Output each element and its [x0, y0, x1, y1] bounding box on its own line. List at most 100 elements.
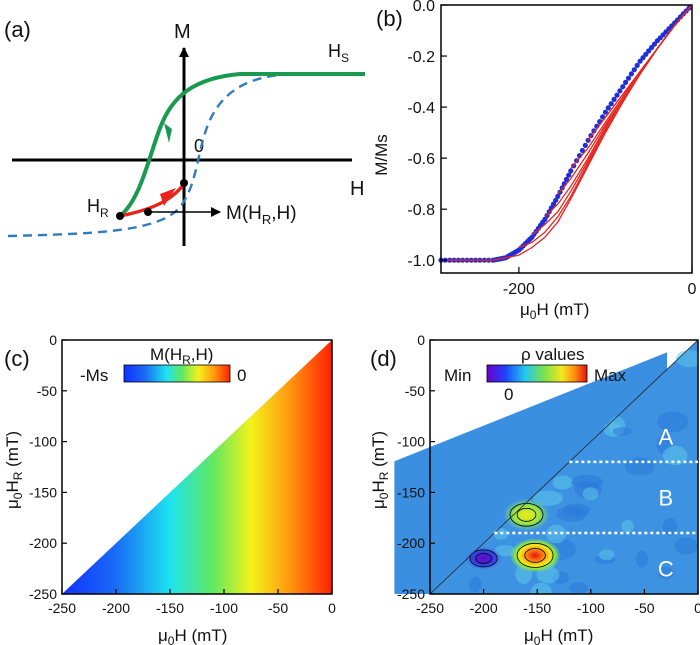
panel-d-texture-patch [662, 445, 688, 466]
panel-d-ytick-label: -150 [397, 484, 425, 500]
panel-b-xtick-label: 0 [688, 281, 697, 298]
panel-b-data-point [582, 142, 588, 148]
panel-b-ytick-label: -0.4 [407, 100, 435, 117]
panel-b-xtick-label: -200 [503, 281, 535, 298]
panel-b-data-point [608, 101, 614, 107]
panel-b-data-point [651, 41, 658, 47]
panel-d-ytick-label: -100 [397, 434, 425, 450]
panel-d-contour [509, 502, 544, 527]
panel-b-data-point [620, 84, 626, 90]
panel-b: (b) -200 0 -1.0 -0.8 -0.6 -0.4 -0.2 0.0 μ0H (mT… [372, 0, 697, 322]
panel-a-green-arrowhead [164, 123, 172, 143]
panel-c-xtick-label: -50 [268, 600, 288, 616]
panel-d-texture-patch [469, 576, 482, 593]
panel-d-ytick-label: -200 [397, 535, 425, 551]
panel-d-ytick-label: 0 [417, 332, 425, 348]
panel-d-texture-patch [530, 582, 552, 594]
panel-d-texture [469, 350, 698, 594]
panel-b-data-point [646, 48, 652, 54]
panel-b-data-point [600, 114, 606, 120]
panel-b-ticks: -200 0 -1.0 -0.8 -0.6 -0.4 -0.2 0.0 [407, 0, 696, 298]
panel-c-ytick-label: -200 [29, 535, 57, 551]
panel-d-colorbar-title: ρ values [521, 345, 585, 364]
panel-c-ytick-label: -250 [29, 586, 57, 602]
panel-b-data-point [643, 51, 649, 57]
panel-d-letter: (d) [370, 346, 397, 371]
panel-b-ytick-label: -0.6 [407, 151, 435, 168]
panel-a-hr-label: HR [87, 196, 109, 220]
panel-c-colorbar-max: 0 [237, 366, 246, 385]
panel-a-origin-label: 0 [194, 136, 204, 156]
panel-d-region-label: A [658, 425, 673, 450]
panel-a-hr-point [116, 212, 124, 220]
panel-d-colorbar-zero: 0 [504, 385, 513, 404]
panel-a-dashed-branch [7, 72, 365, 238]
panel-d-xtick-label: -250 [416, 600, 444, 616]
panel-d-region-label: B [658, 485, 673, 510]
panel-d-ylabel: μ0HR (mT) [369, 431, 391, 509]
panel-d-texture-patch [662, 517, 678, 536]
panel-b-data-point [550, 201, 557, 207]
panel-b-data-point [563, 176, 570, 182]
panel-d-texture-patch [674, 537, 698, 555]
panel-c-xtick-label: -200 [102, 600, 130, 616]
panel-d-texture-patch [569, 582, 589, 594]
panel-c-frame [61, 339, 333, 595]
panel-a-m-label: M [174, 21, 191, 43]
panel-d-frame [429, 339, 699, 595]
panel-a-letter: (a) [4, 17, 31, 42]
panel-d-texture-patch [657, 411, 689, 432]
panel-c: (c) -250 -200 -150 -100 -50 0 -250 -200 -150 -100… [3, 332, 336, 645]
panel-d-colorbar-min: Min [444, 366, 471, 385]
panel-b-data-point [625, 75, 632, 81]
panel-d-ytick-label: -50 [405, 383, 425, 399]
panel-a-green-branch [118, 72, 365, 218]
panel-b-data-point [628, 71, 635, 77]
panel-d-texture-patch [612, 427, 632, 437]
panel-b-ytick-label: -1.0 [407, 253, 435, 270]
panel-b-data-point [631, 67, 637, 73]
panel-a: (a) M H 0 HS HR M(HR,H) [4, 17, 365, 246]
panel-c-xtick-label: -150 [156, 600, 184, 616]
panel-b-data-point [611, 96, 617, 102]
panel-b-data-point [555, 193, 561, 199]
panel-c-ytick-label: -100 [29, 434, 57, 450]
panel-d-texture-patch [621, 519, 634, 533]
panel-a-hs-label: HS [328, 41, 349, 65]
panel-c-ytick-label: 0 [49, 332, 57, 348]
panel-b-data-point [623, 79, 629, 85]
panel-d-texture-patch [555, 506, 588, 522]
panel-d-xtick-label: -50 [634, 600, 654, 616]
panel-a-forc-label: M(HR,H) [226, 203, 297, 227]
panel-a-h-label: H [350, 178, 364, 200]
panel-d-ytick-label: -250 [397, 586, 425, 602]
panel-b-data-point [553, 197, 559, 203]
panel-b-plot [438, 4, 693, 263]
panel-d-xtick-label: -100 [577, 600, 605, 616]
panel-b-data-point [602, 109, 609, 115]
panel-b-data-point [614, 92, 620, 98]
panel-b-data-point [566, 172, 572, 178]
panel-b-ytick-label: -0.2 [407, 49, 435, 66]
panel-b-ytick-label: 0.0 [413, 0, 435, 15]
panel-d-regions: A B C [494, 425, 698, 582]
panel-c-ticks: -250 -200 -150 -100 -50 0 -250 -200 -150 -100 -50 0 [29, 332, 336, 616]
panel-d-contour [516, 542, 554, 568]
panel-b-letter: (b) [376, 6, 403, 31]
panel-c-xtick-label: -100 [210, 600, 238, 616]
panel-d-colorbar-max: Max [594, 366, 627, 385]
panel-b-data-point [568, 168, 574, 174]
panel-d-texture-patch [582, 487, 599, 500]
panel-b-data-point [637, 58, 643, 64]
panel-d-xtick-label: -150 [523, 600, 551, 616]
panel-c-colorbar-min: -Ms [80, 366, 108, 385]
panel-d-texture-patch [658, 566, 674, 580]
panel-b-ytick-label: -0.8 [407, 202, 435, 219]
panel-c-xtick-label: 0 [328, 600, 336, 616]
panel-b-data-point [617, 88, 623, 94]
panel-a-end-point [180, 179, 188, 187]
panel-b-xlabel: μ0H (mT) [520, 300, 589, 322]
panel-d-ticks: -250 -200 -150 -100 -50 0 -250 -200 -150 -100 -50 0 [397, 332, 700, 616]
panel-d-contour [516, 507, 537, 522]
